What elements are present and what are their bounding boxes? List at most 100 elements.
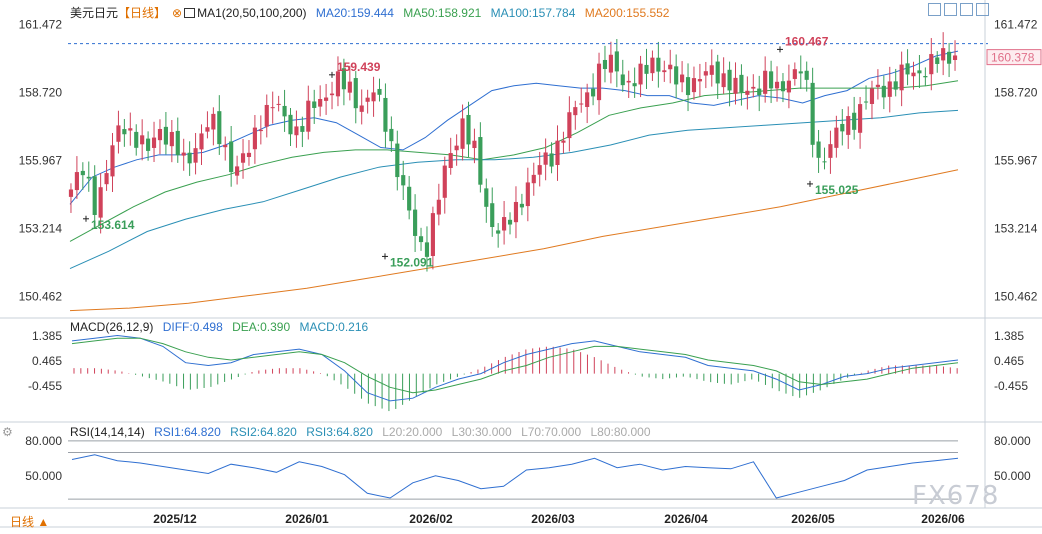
candle-body: [804, 70, 809, 80]
rsi-label: RSI(14,14,14): [70, 425, 145, 439]
candle-body: [140, 135, 145, 145]
candle-body: [496, 230, 501, 234]
indicator-settings-icon[interactable]: ⚙: [2, 425, 13, 439]
candle-body: [798, 71, 803, 74]
rsi-legend: RSI(14,14,14) RSI1:64.820 RSI2:64.820 RS…: [70, 425, 657, 439]
ma20-value: MA20:159.444: [315, 6, 394, 20]
ma100-value: MA100:157.784: [490, 6, 576, 20]
zoom-in-icon[interactable]: [944, 3, 957, 16]
ma100-line: [69, 109, 959, 270]
y-tick-label-right: 158.720: [994, 86, 1038, 100]
candle-body: [282, 105, 287, 117]
candle-body: [157, 128, 163, 141]
candle-body: [502, 217, 507, 231]
candle-body: [264, 104, 269, 127]
candle-body: [638, 63, 643, 85]
candle-body: [294, 126, 299, 136]
macd-tick-left: 0.465: [32, 354, 62, 368]
ma-indicator-icon[interactable]: [184, 8, 196, 18]
candle-body: [822, 161, 827, 163]
macd-tick-right: -0.455: [994, 379, 1028, 393]
candle-body: [691, 78, 697, 93]
candle-body: [324, 97, 329, 101]
candle-body: [644, 64, 649, 74]
fullscreen-icon[interactable]: [976, 3, 989, 16]
candle-body: [300, 126, 305, 132]
candle-body: [211, 113, 216, 130]
macd-tick-left: 1.385: [32, 329, 62, 343]
period-tab[interactable]: 日线 ▲: [10, 515, 50, 529]
candle-body: [834, 127, 839, 148]
candle-body: [614, 51, 619, 72]
rsi-tick-right: 50.000: [994, 469, 1031, 483]
y-tick-label-right: 161.472: [994, 18, 1038, 32]
candle-body: [596, 63, 602, 101]
candle-body: [175, 130, 180, 156]
ma-label: MA1(20,50,100,200): [197, 6, 307, 20]
candle-body: [579, 103, 584, 105]
macd-tick-left: -0.455: [28, 379, 62, 393]
rsi-tick-left: 80.000: [25, 434, 62, 448]
candle-body: [893, 81, 898, 90]
refresh-icon[interactable]: ⊗: [172, 6, 183, 20]
candle-body: [335, 71, 341, 97]
candle-body: [312, 101, 317, 108]
candle-body: [466, 114, 471, 145]
symbol-label: 美元日元: [70, 6, 119, 20]
rsi-panel: [68, 440, 959, 500]
last-price-label: 160.378: [991, 51, 1035, 65]
rsi-tick-right: 80.000: [994, 434, 1031, 448]
candle-body: [472, 140, 477, 149]
candle-body: [86, 176, 91, 179]
candle-body: [193, 148, 198, 163]
candle-body: [151, 137, 157, 148]
candle-body: [74, 172, 79, 191]
candle-body: [235, 166, 240, 176]
candle-body: [413, 209, 418, 236]
candle-body: [543, 152, 548, 165]
candle-body: [769, 71, 774, 89]
period-label[interactable]: 【日线】: [118, 6, 167, 20]
candle-body: [240, 153, 246, 163]
candle-body: [923, 76, 928, 78]
candle-body: [98, 187, 103, 218]
candle-body: [371, 92, 376, 102]
candle-body: [620, 74, 625, 86]
candle-body: [887, 81, 892, 97]
candle-body: [407, 186, 412, 211]
macd-tick-right: 1.385: [994, 329, 1024, 343]
candle-body: [935, 57, 940, 64]
candle-body: [377, 88, 382, 95]
candle-body: [507, 219, 513, 225]
x-tick-label: 2026/05: [791, 512, 835, 526]
candle-body: [727, 69, 732, 91]
candle-body: [163, 126, 168, 145]
candle-body: [763, 70, 768, 94]
candle-body: [668, 64, 673, 70]
candle-body: [353, 78, 358, 109]
y-tick-label-left: 161.472: [19, 18, 63, 32]
candle-body: [205, 127, 210, 132]
candle-body: [608, 54, 613, 73]
candle-body: [739, 74, 744, 93]
crosshair-icon[interactable]: [928, 3, 941, 16]
x-tick-label: 2026/06: [921, 512, 965, 526]
candle-body: [703, 71, 708, 76]
x-tick-label: 2026/01: [285, 512, 329, 526]
candle-body: [490, 203, 495, 228]
macd-legend: MACD(26,12,9) DIFF:0.498 DEA:0.390 MACD:…: [70, 320, 374, 334]
y-tick-label-right: 150.462: [994, 290, 1038, 304]
candle-body: [246, 152, 252, 157]
candle-body: [745, 90, 750, 95]
rsi-tick-left: 50.000: [25, 469, 62, 483]
y-tick-label-left: 153.214: [19, 222, 63, 236]
candle-body: [941, 48, 946, 61]
zoom-out-icon[interactable]: [960, 3, 973, 16]
candle-body: [258, 129, 263, 132]
candle-body: [774, 81, 780, 89]
rsi1-value: RSI1:64.820: [154, 425, 221, 439]
candle-body: [199, 133, 204, 150]
ma20-line: [69, 50, 959, 205]
candle-body: [347, 81, 352, 93]
